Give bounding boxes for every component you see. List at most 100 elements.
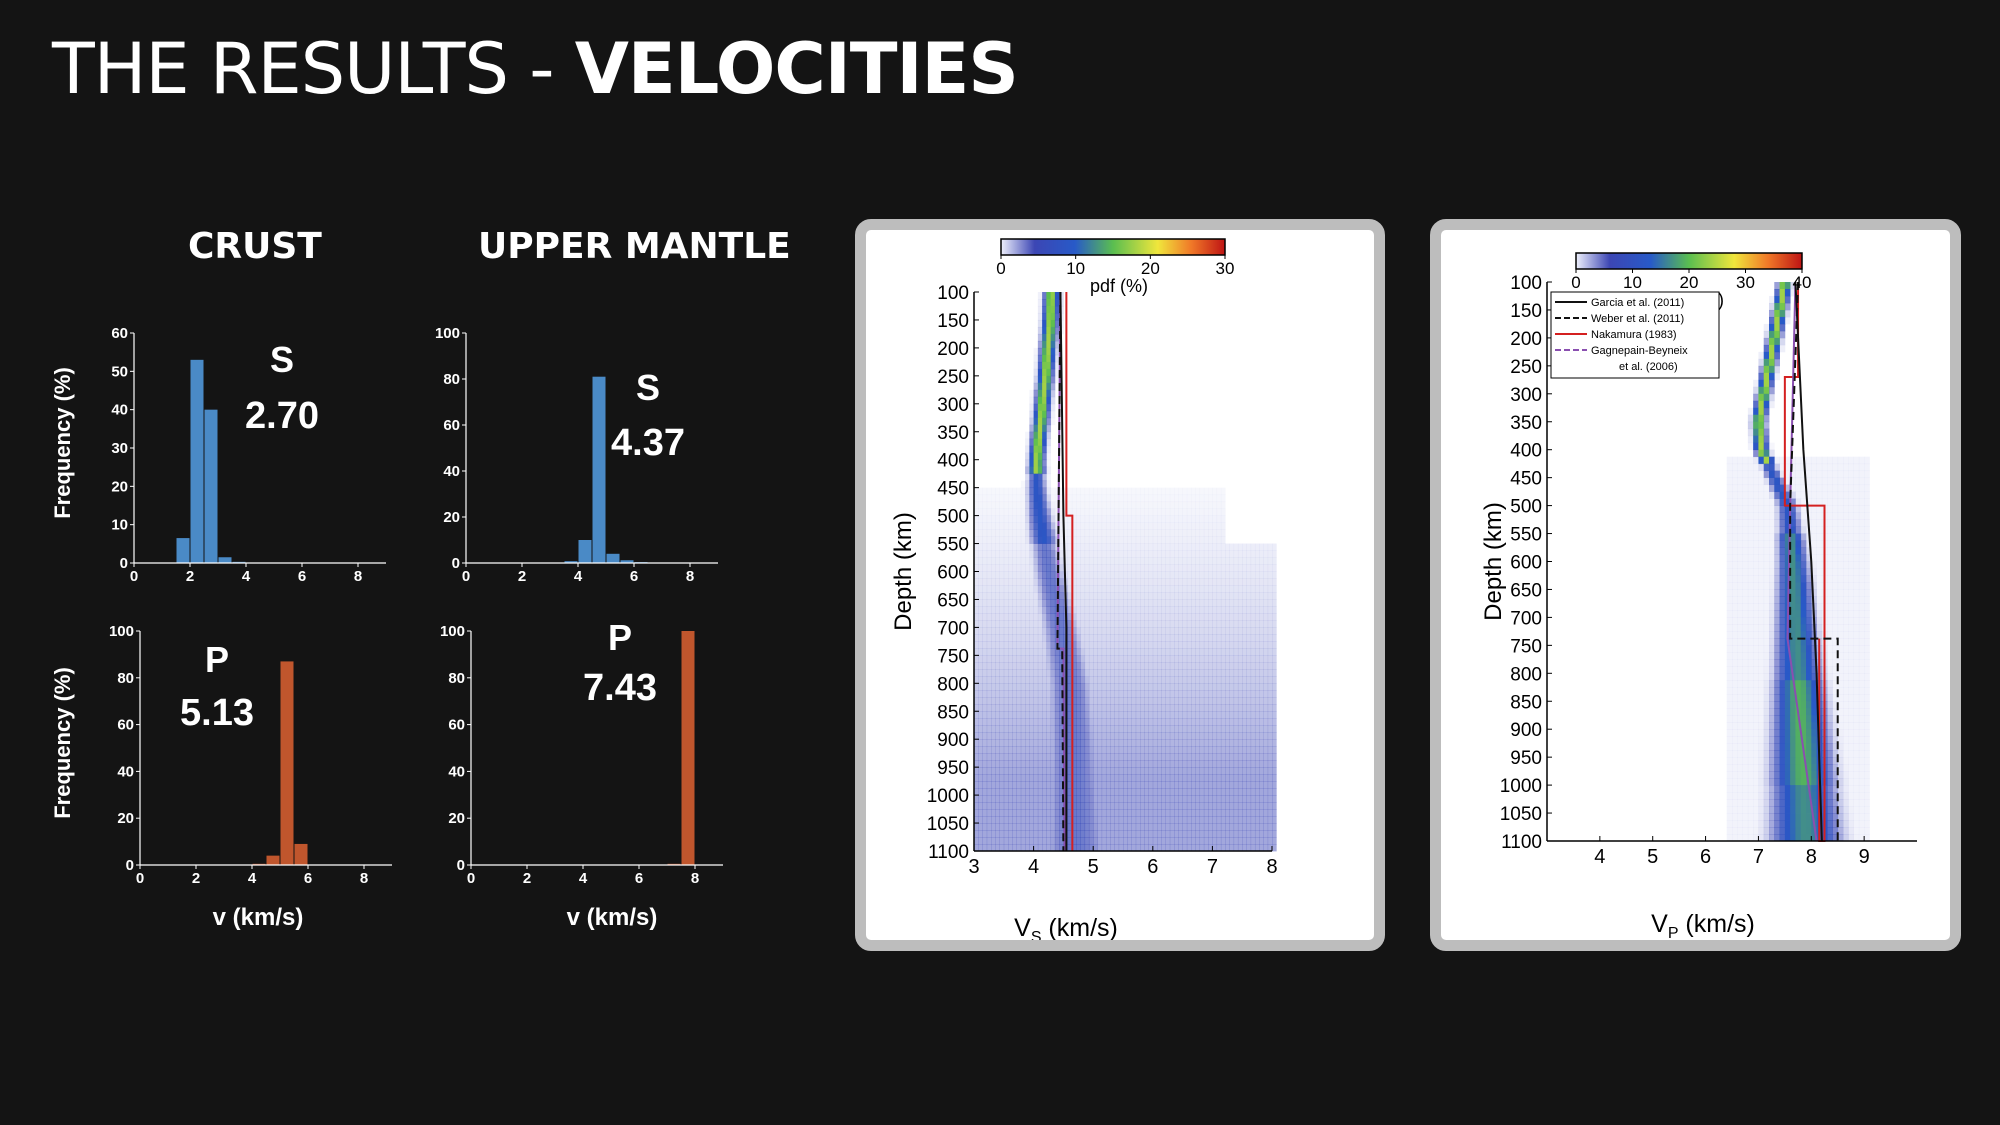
pdf-cell <box>1097 795 1103 803</box>
pdf-cell <box>999 536 1005 544</box>
pdf-cell <box>974 613 979 621</box>
pdf-cell <box>1059 522 1064 530</box>
pdf-cell <box>995 725 1000 733</box>
pdf-cell <box>1046 543 1052 551</box>
pdf-cell <box>1148 662 1154 670</box>
pdf-cell <box>1774 638 1780 646</box>
pdf-cell <box>1161 690 1166 698</box>
pdf-cell <box>1806 666 1812 674</box>
pdf-cell <box>1059 802 1064 810</box>
pdf-cell <box>1152 515 1158 523</box>
pdf-cell <box>1114 529 1120 537</box>
pdf-cell <box>986 830 992 838</box>
pdf-cell <box>1046 347 1052 356</box>
pdf-cell <box>1737 638 1743 646</box>
pdf-cell <box>1769 442 1775 451</box>
pdf-cell <box>1178 613 1183 621</box>
pdf-cell <box>1076 725 1081 733</box>
pdf-cell <box>1037 830 1043 838</box>
x-tick-label: 7 <box>1207 856 1218 878</box>
pdf-cell <box>1246 620 1252 628</box>
pdf-cell <box>1747 687 1754 695</box>
pdf-cell <box>1208 837 1213 845</box>
pdf-cell <box>982 676 988 684</box>
pdf-cell <box>1008 487 1013 496</box>
pdf-cell <box>974 627 979 635</box>
pdf-cell <box>1267 704 1273 712</box>
pdf-cell <box>1259 648 1264 656</box>
pdf-cell <box>1212 760 1218 768</box>
pdf-cell <box>1033 403 1039 412</box>
pdf-cell <box>1123 536 1128 544</box>
pdf-cell <box>1233 557 1239 565</box>
pdf-cell <box>1020 718 1026 726</box>
pdf-cell <box>1093 781 1098 789</box>
pdf-cell <box>1864 568 1870 576</box>
pdf-cell <box>1110 536 1115 544</box>
pdf-cell <box>1046 361 1052 370</box>
pdf-cell <box>1037 823 1043 831</box>
mantle-p-bar <box>681 631 695 865</box>
pdf-cell <box>1795 456 1802 465</box>
pdf-cell <box>1763 477 1770 486</box>
pdf-cell <box>1025 725 1030 733</box>
pdf-cell <box>1037 704 1043 712</box>
pdf-cell <box>1233 739 1239 747</box>
pdf-cell <box>1165 515 1171 523</box>
pdf-cell <box>1037 459 1043 468</box>
pdf-cell <box>1858 610 1865 618</box>
pdf-cell <box>1118 767 1124 775</box>
pdf-cell <box>1050 403 1056 412</box>
pdf-cell <box>1105 704 1111 712</box>
pdf-cell <box>1050 592 1056 600</box>
pdf-cell <box>1029 683 1034 691</box>
pdf-cell <box>1742 547 1749 555</box>
pdf-cell <box>1076 501 1081 510</box>
pdf-cell <box>1732 596 1738 604</box>
pdf-cell <box>1152 725 1158 733</box>
pdf-cell <box>1084 753 1090 761</box>
pdf-cell <box>991 606 996 614</box>
pdf-cell <box>986 739 992 747</box>
pdf-cell <box>1821 484 1828 493</box>
pdf-cell <box>1037 767 1043 775</box>
pdf-cell <box>1144 781 1149 789</box>
pdf-cell <box>1067 543 1073 551</box>
pdf-cell <box>1157 494 1162 503</box>
pdf-cell <box>991 683 996 691</box>
pdf-cell <box>1763 421 1770 430</box>
pdf-cell <box>1105 711 1111 719</box>
pdf-cell <box>1029 557 1034 565</box>
pdf-cell <box>1012 564 1017 572</box>
pdf-cell <box>1127 627 1132 635</box>
x-tick-label: 4 <box>242 568 251 585</box>
x-tick-label: 4 <box>579 870 588 887</box>
pdf-cell <box>1747 582 1754 590</box>
pdf-cell <box>1059 816 1064 824</box>
pdf-cell <box>1114 760 1120 768</box>
pdf-cell <box>999 550 1005 558</box>
pdf-cell <box>1250 662 1256 670</box>
pdf-cell <box>1169 683 1175 691</box>
pdf-cell <box>1076 564 1081 572</box>
pdf-cell <box>1050 396 1056 405</box>
pdf-cell <box>1033 781 1039 789</box>
pdf-cell <box>1737 547 1743 555</box>
pdf-cell <box>1050 508 1056 516</box>
pdf-cell <box>1853 659 1860 667</box>
pdf-cell <box>1758 673 1765 681</box>
pdf-cell <box>1135 816 1141 824</box>
pdf-cell <box>1144 627 1149 635</box>
pdf-cell <box>1144 599 1149 607</box>
pdf-cell <box>999 578 1005 586</box>
pdf-cell <box>1152 837 1158 845</box>
pdf-cell <box>1199 599 1205 607</box>
pdf-cell <box>1097 655 1103 663</box>
pdf-cell <box>1790 610 1796 618</box>
pdf-cell <box>1059 599 1064 607</box>
pdf-cell <box>1105 578 1111 586</box>
pdf-cell <box>1199 725 1205 733</box>
y-tick-label: 100 <box>435 325 460 342</box>
pdf-cell <box>1140 557 1145 565</box>
pdf-cell <box>1025 529 1030 537</box>
